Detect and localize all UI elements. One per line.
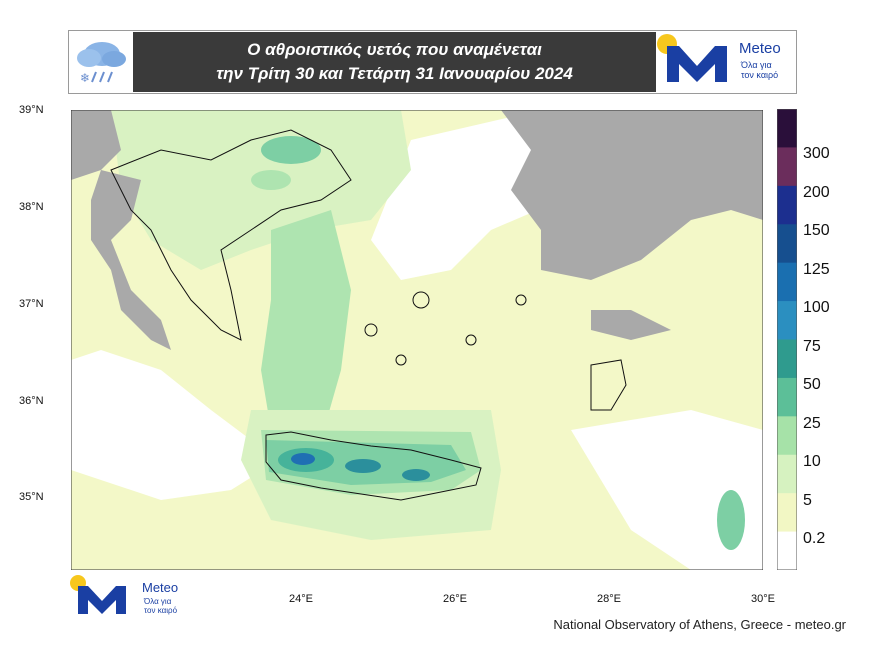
lat-label-36: 36°N [19,395,44,407]
precip-max-west-crete [291,453,315,465]
logo-tagline-2-bottom: τον καιρό [144,606,178,615]
logo-brand-bottom: Meteo [142,580,179,595]
logo-brand: Meteo [739,40,781,57]
legend-label-0-2: 0.2 [803,530,826,547]
precip-legend [777,109,797,570]
legend-swatch [777,531,797,570]
legend-swatch [777,147,797,187]
legend-label-150: 150 [803,222,830,239]
lat-label-35: 35°N [19,491,44,503]
meteo-logo-bottom: Meteo Όλα για τον καιρό [68,574,198,618]
logo-tagline-2: τον καιρό [741,70,779,80]
island-amorgos [465,334,477,346]
lon-label-24: 24°E [289,593,313,605]
meteo-logo-mark-icon [657,34,727,82]
precip-band-meridional [261,210,351,440]
title-line-1: Ο αθροιστικός υετός που αναμένεται [247,40,542,59]
mainland-coastline [110,129,352,341]
credit-text: National Observatory of Athens, Greece -… [553,617,846,632]
precip-band-mainland [111,110,411,270]
legend-swatch [777,109,797,148]
precip-core-east [717,490,745,550]
precip-core-east-crete [402,469,430,481]
legend-swatch [777,262,797,302]
legend-label-125: 125 [803,261,830,278]
island-santorini [395,354,407,366]
logo-tagline-1: Όλα για [741,60,772,70]
legend-swatch [777,339,797,379]
legend-label-100: 100 [803,299,830,316]
legend-label-10: 10 [803,453,821,470]
legend-swatch [777,185,797,225]
meteo-logo-mark-icon-bottom [70,575,126,614]
land-anatolia-coast [591,310,671,340]
title-line-2: την Τρίτη 30 και Τετάρτη 31 Ιανουαρίου 2… [216,64,573,83]
island-kos [515,294,527,306]
land-peloponnese-west [91,170,171,350]
legend-label-5: 5 [803,492,812,509]
crete-outline [265,431,482,501]
legend-swatch [777,301,797,340]
precipitation-map [71,110,763,570]
legend-swatch [777,377,797,417]
legend-label-50: 50 [803,376,821,393]
precip-core-central-crete [345,459,381,473]
lat-label-38: 38°N [19,201,44,213]
island-naxos [412,291,430,309]
legend-swatch [777,454,797,494]
legend-swatch [777,493,797,533]
legend-label-75: 75 [803,338,821,355]
dry-area-west [71,350,271,500]
logo-tagline-1-bottom: Όλα για [144,597,172,606]
meteo-logo-top: Meteo Όλα για τον καιρό [655,32,795,90]
map-title: Ο αθροιστικός υετός που αναμένεται την Τ… [133,32,656,92]
rain-snow-cloud-icon: ❄ [77,42,126,85]
rhodes-outline [590,359,627,411]
legend-label-200: 200 [803,184,830,201]
lon-label-26: 26°E [443,593,467,605]
lon-label-30: 30°E [751,593,775,605]
lat-label-37: 37°N [19,298,44,310]
legend-swatch [777,416,797,456]
island-milos [364,323,378,337]
land-albania [71,110,121,180]
legend-label-300: 300 [803,145,830,162]
precip-core-north-2 [251,170,291,190]
legend-swatch [777,224,797,264]
precip-core-north [261,136,321,164]
dry-area-southeast [571,410,763,570]
lat-label-39: 39°N [19,104,44,116]
legend-label-25: 25 [803,415,821,432]
land-anatolia [501,110,763,280]
svg-text:❄: ❄ [80,71,90,85]
lon-label-28: 28°E [597,593,621,605]
